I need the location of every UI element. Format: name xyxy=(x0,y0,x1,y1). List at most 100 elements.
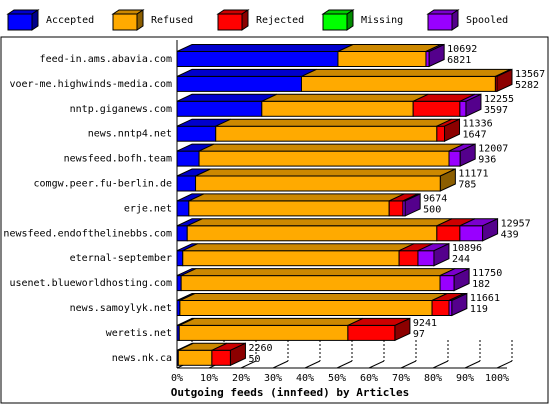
total-label: 10896 xyxy=(452,243,482,254)
category-label: news.samoylyk.net xyxy=(70,303,172,314)
accepted-label: 244 xyxy=(452,254,470,265)
bar-segment xyxy=(261,100,414,117)
accepted-label: 97 xyxy=(413,329,425,340)
category-label: news.nntp4.net xyxy=(88,129,172,140)
bar-segment xyxy=(176,150,200,167)
accepted-label: 6821 xyxy=(447,55,471,66)
legend-label: Missing xyxy=(361,15,403,26)
x-tick-label: 0% xyxy=(171,373,183,384)
bar-segment xyxy=(176,275,182,292)
x-tick-label: 10% xyxy=(200,373,218,384)
accepted-label: 1647 xyxy=(463,130,487,141)
bar-segment xyxy=(215,125,438,142)
legend-label: Rejected xyxy=(256,15,304,26)
x-tick-label: 70% xyxy=(392,373,410,384)
legend-label: Accepted xyxy=(46,15,94,26)
x-tick xyxy=(496,360,513,369)
x-tick xyxy=(336,360,353,369)
bar-segment xyxy=(186,225,438,242)
x-tick-label: 60% xyxy=(360,373,378,384)
bar-segment-top xyxy=(187,218,453,227)
bar-segment-side xyxy=(404,193,421,217)
bar-segment xyxy=(398,250,419,267)
bar-segment xyxy=(176,51,339,67)
category-label: eternal-september xyxy=(70,253,172,264)
x-tick-label: 50% xyxy=(328,373,346,384)
plot-frame xyxy=(0,36,549,404)
bar-segment xyxy=(176,125,217,142)
bar-segment xyxy=(176,200,190,217)
bar-segment xyxy=(179,300,433,316)
bar-segment xyxy=(337,51,427,67)
legend-swatch xyxy=(7,13,33,31)
x-tick-label: 30% xyxy=(264,373,282,384)
bar-segment-top xyxy=(261,93,429,102)
total-label: 2260 xyxy=(248,343,272,354)
total-label: 12957 xyxy=(501,218,531,229)
legend-swatch xyxy=(322,13,348,31)
accepted-label: 439 xyxy=(501,229,519,240)
bar-segment-top xyxy=(182,243,415,252)
legend-swatch xyxy=(112,13,138,31)
bar-segment xyxy=(347,324,396,341)
accepted-label: 182 xyxy=(472,279,490,290)
bar-segment-top xyxy=(179,317,364,326)
x-tick-label: 20% xyxy=(232,373,250,384)
bar-segment-side xyxy=(451,292,468,317)
legend-label: Spooled xyxy=(466,15,508,26)
category-label: usenet.blueworldhosting.com xyxy=(9,278,172,289)
x-tick xyxy=(240,360,257,369)
x-tick xyxy=(464,360,481,369)
bar-segment-side xyxy=(439,168,456,192)
accepted-label: 3597 xyxy=(484,105,508,116)
bar-segment-top xyxy=(301,68,511,77)
x-tick-label: 40% xyxy=(296,373,314,384)
x-tick xyxy=(368,360,385,369)
bar-segment xyxy=(176,225,188,242)
category-label: voer-me.highwinds-media.com xyxy=(9,79,172,90)
bar-segment xyxy=(195,175,441,192)
bar-segment xyxy=(448,150,461,167)
bar-segment-side xyxy=(444,118,461,142)
bar-segment xyxy=(177,349,213,366)
accepted-label: 936 xyxy=(478,155,496,166)
bar-segment xyxy=(176,75,302,92)
bar-segment-top xyxy=(180,268,456,277)
bar-segment xyxy=(436,125,446,142)
bar-segment-top xyxy=(179,293,448,301)
bar-segment xyxy=(417,250,435,267)
legend-swatch-side xyxy=(241,9,249,31)
bar-segment-top xyxy=(176,93,278,102)
total-label: 12007 xyxy=(478,144,508,155)
bar-segment xyxy=(178,324,349,341)
category-label: news.nk.ca xyxy=(112,353,172,364)
bar-segment xyxy=(439,275,455,292)
bar-segment-side xyxy=(453,267,470,292)
x-tick xyxy=(304,360,321,369)
x-tick-label: 90% xyxy=(456,373,474,384)
category-label: weretis.net xyxy=(106,328,172,339)
bar-segment xyxy=(176,100,263,117)
category-label: erje.net xyxy=(124,203,172,214)
bar-segment xyxy=(198,150,450,167)
bar-segment-side xyxy=(229,342,246,367)
total-label: 12255 xyxy=(484,94,514,105)
bar-segment xyxy=(431,300,450,316)
bar-segment-top xyxy=(198,143,465,152)
total-label: 11661 xyxy=(470,293,500,304)
total-label: 9674 xyxy=(423,193,447,204)
category-label: nntp.giganews.com xyxy=(70,104,172,115)
bar-segment xyxy=(412,100,461,117)
bar-segment xyxy=(182,250,400,267)
bar-segment-side xyxy=(465,93,482,118)
accepted-label: 785 xyxy=(458,180,476,191)
category-label: newsfeed.endofthelinebbs.com xyxy=(3,228,172,239)
total-label: 10692 xyxy=(447,44,477,55)
legend-swatch-side xyxy=(451,9,459,31)
accepted-label: 5282 xyxy=(515,80,539,91)
bar-segment xyxy=(211,349,231,366)
x-axis-title: Outgoing feeds (innfeed) by Articles xyxy=(171,386,409,399)
accepted-label: 50 xyxy=(248,354,260,365)
bar-segment xyxy=(176,175,197,192)
bar-segment-top xyxy=(176,68,317,77)
